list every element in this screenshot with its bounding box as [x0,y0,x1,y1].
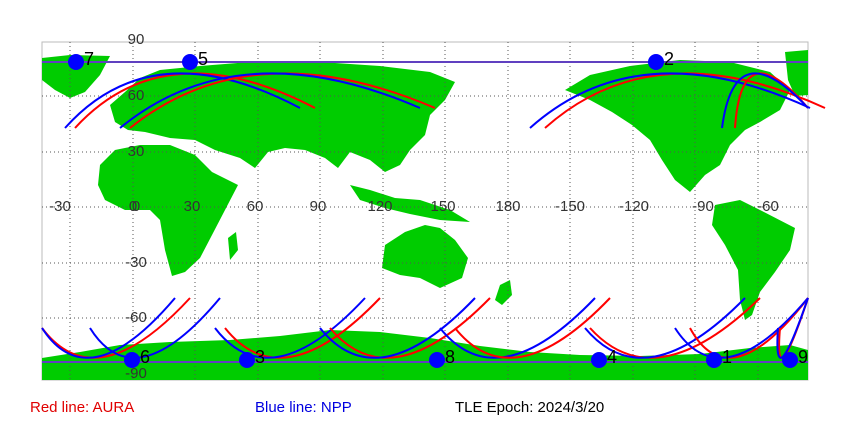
longitude-label: 90 [310,198,327,215]
greenland [42,55,110,98]
track [721,72,809,129]
track [224,297,381,359]
satellite-label: 2 [664,49,674,69]
satellite-dot [782,352,798,368]
latitude-label: 30 [128,143,145,160]
track [529,72,811,129]
satellite-dot [182,54,198,70]
latitude-label: 0 [132,198,140,215]
latitude-label: -30 [125,254,147,271]
land [42,50,808,380]
satellite-positions: 7 5 2 6 3 8 4 1 9 [68,49,808,368]
satellite-label: 9 [798,347,808,367]
longitude-label: -30 [49,198,71,215]
longitude-label: -60 [757,198,779,215]
longitude-label: -150 [555,198,585,215]
satellite-dot [239,352,255,368]
legend-npp: Blue line: NPP [255,399,352,416]
satellite-dot [124,352,140,368]
longitude-label: 180 [495,198,520,215]
antarctica [42,330,808,380]
longitude-label: -90 [692,198,714,215]
satellite-dot [591,352,607,368]
satellite-dot [648,54,664,70]
satellite-dot [429,352,445,368]
north-america [565,60,790,192]
satellite-label: 4 [607,347,617,367]
track [119,72,421,129]
track [589,297,761,359]
longitude-label: 150 [430,198,455,215]
latitude-label: 90 [128,31,145,48]
track [674,297,809,359]
track [64,72,301,129]
satellite-dot [68,54,84,70]
longitude-label: -120 [619,198,649,215]
legend-aura: Red line: AURA [30,399,134,416]
track [454,297,611,359]
track [41,297,191,359]
satellite-label: 1 [722,347,732,367]
australia [382,225,468,288]
longitude-label: 0 [129,198,137,215]
south-america [712,200,795,320]
track [329,297,491,359]
longitude-label: 60 [247,198,264,215]
track [319,297,476,359]
satellite-label: 3 [255,347,265,367]
latitude-label: 60 [128,87,145,104]
legend-epoch: TLE Epoch: 2024/3/20 [455,399,604,416]
indonesia [350,185,470,222]
latitude-label: -60 [125,309,147,326]
satellite-label: 7 [84,49,94,69]
satellite-tracks [41,61,826,363]
track [89,297,221,359]
coordinate-labels: -30 0 30 60 90 120 150 180 -150 -120 -90 -609060300… [49,31,779,382]
satellite-label: 6 [140,347,150,367]
longitude-label: 120 [367,198,392,215]
track [439,297,596,359]
satellite-label: 8 [445,347,455,367]
longitude-label: 30 [184,198,201,215]
satellite-dot [706,352,722,368]
latitude-label: -90 [125,365,147,382]
africa [98,145,238,276]
track [214,297,366,359]
track [689,297,809,359]
track [41,297,176,359]
madagascar [228,232,238,260]
track [584,297,746,359]
satellite-label: 5 [198,49,208,69]
